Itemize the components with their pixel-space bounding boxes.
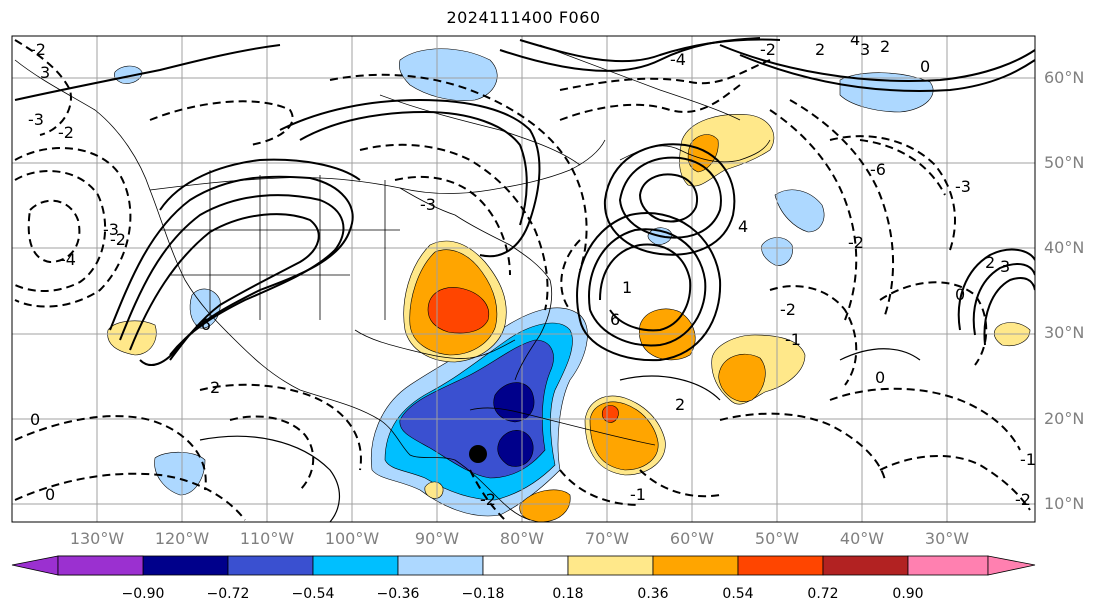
- colorbar-tick-label: 0.72: [807, 586, 839, 602]
- colorbar-segment: [142, 555, 229, 576]
- colorbar: [11, 555, 1036, 576]
- pos-region-caribbean-red: [601, 405, 619, 423]
- contour-label: -1: [785, 330, 801, 349]
- pos-region-atl2-orange: [718, 354, 766, 402]
- contour-label: 4: [850, 30, 860, 49]
- contour-label: -2: [30, 40, 46, 59]
- map-frame: [11, 35, 1036, 523]
- lon-label-80w: 80°W: [499, 529, 545, 548]
- colorbar-segment: [227, 555, 314, 576]
- contour-label: 2: [675, 395, 685, 414]
- contour-label: 3: [860, 40, 870, 59]
- storm-center-marker: [469, 445, 487, 463]
- contour-label: 0: [30, 410, 40, 429]
- colorbar-extend-left: [11, 555, 59, 576]
- pos-region-bottom-orange: [519, 489, 571, 522]
- lon-label-30w: 30°W: [924, 529, 970, 548]
- lon-label-40w: 40°W: [839, 529, 885, 548]
- lat-label-10n: 10°N: [1044, 494, 1085, 513]
- contour-label: 0: [920, 57, 930, 76]
- colorbar-segment: [822, 555, 909, 576]
- colorbar-segment: [312, 555, 399, 576]
- colorbar-segment: [567, 555, 654, 576]
- contour-label: -2: [480, 490, 496, 509]
- lon-label-70w: 70°W: [584, 529, 630, 548]
- lon-label-110w: 110°W: [239, 529, 295, 548]
- colorbar-tick-label: 0.18: [552, 586, 584, 602]
- contour-label: -2: [110, 230, 126, 249]
- lat-label-50n: 50°N: [1044, 153, 1085, 172]
- contour-label: 2: [815, 40, 825, 59]
- lon-label-130w: 130°W: [69, 529, 125, 548]
- colorbar-segment: [652, 555, 739, 576]
- neg-region-darkblue-2: [497, 430, 534, 467]
- contour-label: 3: [40, 63, 50, 82]
- contour-label: -2: [848, 233, 864, 252]
- lat-label-20n: 20°N: [1044, 409, 1085, 428]
- contour-label: 1: [622, 278, 632, 297]
- colorbar-segment: [482, 555, 569, 576]
- colorbar-tick-label: −0.72: [206, 586, 250, 602]
- contour-label: -3: [28, 110, 44, 129]
- neg-small-3: [774, 189, 825, 233]
- lon-label-120w: 120°W: [154, 529, 210, 548]
- colorbar-tick-label: −0.36: [376, 586, 420, 602]
- lon-label-90w: 90°W: [414, 529, 460, 548]
- contour-labels: -2 3 -3 -2 -4 -2 -3 0 -3 -4 -2 2 0 2 3 4…: [28, 30, 1036, 509]
- colorbar-tick-label: −0.18: [461, 586, 505, 602]
- contour-label: -1: [1020, 450, 1036, 469]
- contour-label: -4: [60, 250, 76, 269]
- contour-label: 2: [880, 37, 890, 56]
- contour-label: 2: [985, 253, 995, 272]
- colorbar-tick-label: 0.54: [722, 586, 754, 602]
- contour-label: -6: [870, 160, 886, 179]
- neg-small-2: [839, 72, 934, 113]
- colorbar-segment: [907, 555, 989, 576]
- lon-label-60w: 60°W: [669, 529, 715, 548]
- lon-label-50w: 50°W: [754, 529, 800, 548]
- colorbar-tick-label: 0.36: [637, 586, 669, 602]
- contour-label: -3: [420, 195, 436, 214]
- colorbar-extend-right: [987, 555, 1036, 576]
- colorbar-tick-label: −0.54: [291, 586, 335, 602]
- colorbar-segment: [737, 555, 824, 576]
- negative-contours: [14, 39, 1031, 521]
- lat-label-40n: 40°N: [1044, 238, 1085, 257]
- contour-label: -2: [780, 300, 796, 319]
- neg-small-1: [399, 48, 498, 101]
- contour-label: -3: [955, 177, 971, 196]
- lat-label-30n: 30°N: [1044, 323, 1085, 342]
- contour-label: -4: [670, 50, 686, 69]
- colorbar-tick-label: −0.90: [121, 586, 165, 602]
- contour-label: 3: [1000, 257, 1010, 276]
- contour-label: -2: [760, 40, 776, 59]
- contour-label: -3: [103, 220, 119, 239]
- pos-region-red: [427, 287, 490, 334]
- contour-label: 0: [45, 485, 55, 504]
- contour-label: 0: [955, 285, 965, 304]
- contour-label: -2: [58, 123, 74, 142]
- contour-label: -6: [195, 315, 211, 334]
- map-title: 2024111400 F060: [446, 8, 601, 27]
- contour-label: 0: [875, 368, 885, 387]
- lon-label-100w: 100°W: [324, 529, 380, 548]
- contour-label: -2: [1015, 490, 1031, 509]
- pos-region-bottom-yellow: [424, 481, 444, 499]
- contour-label: -1: [630, 485, 646, 504]
- contour-label: 4: [738, 217, 748, 236]
- lat-label-60n: 60°N: [1044, 68, 1085, 87]
- colorbar-segment: [397, 555, 484, 576]
- zero-contours: [199, 348, 921, 522]
- contour-label: 6: [610, 310, 620, 329]
- neg-region-darkblue-1: [493, 382, 535, 423]
- graticule: [12, 36, 1035, 522]
- contour-label: 2: [210, 378, 220, 397]
- colorbar-tick-label: 0.90: [892, 586, 924, 602]
